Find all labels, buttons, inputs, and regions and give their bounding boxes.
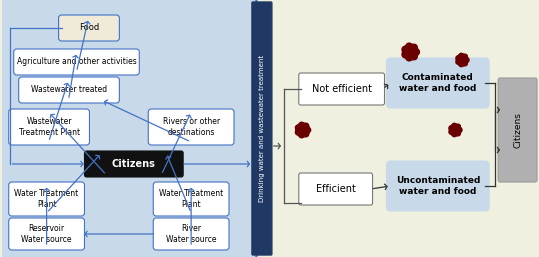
Circle shape (458, 128, 462, 132)
Circle shape (463, 54, 467, 59)
Text: Water Treatment
Plant: Water Treatment Plant (15, 189, 79, 209)
Text: Food: Food (79, 23, 99, 32)
Text: Citizens: Citizens (112, 159, 156, 169)
Circle shape (452, 132, 457, 137)
Circle shape (403, 44, 418, 60)
Circle shape (452, 123, 457, 128)
FancyBboxPatch shape (59, 15, 119, 41)
Circle shape (402, 52, 408, 58)
FancyBboxPatch shape (252, 2, 272, 255)
FancyBboxPatch shape (85, 151, 183, 177)
Text: Uncontaminated
water and food: Uncontaminated water and food (396, 176, 480, 196)
Circle shape (456, 60, 460, 64)
FancyBboxPatch shape (299, 173, 372, 205)
Text: Efficient: Efficient (316, 184, 356, 194)
FancyBboxPatch shape (19, 77, 119, 103)
Circle shape (413, 49, 419, 55)
Circle shape (449, 126, 453, 130)
Text: Citizens: Citizens (513, 112, 522, 148)
Circle shape (456, 56, 460, 60)
FancyBboxPatch shape (153, 182, 229, 216)
Text: Contaminated
water and food: Contaminated water and food (399, 73, 476, 93)
FancyBboxPatch shape (9, 218, 85, 250)
Circle shape (450, 124, 461, 136)
Circle shape (306, 127, 310, 133)
Text: Rivers or other
destinations: Rivers or other destinations (163, 117, 220, 137)
Text: Wastewater
Treatment Plant: Wastewater Treatment Plant (18, 117, 80, 137)
Circle shape (303, 131, 309, 137)
Circle shape (456, 131, 460, 136)
Text: River
Water source: River Water source (166, 224, 216, 244)
FancyBboxPatch shape (13, 49, 139, 75)
FancyBboxPatch shape (153, 218, 229, 250)
Circle shape (296, 123, 310, 137)
Circle shape (295, 125, 301, 130)
Circle shape (456, 124, 460, 129)
FancyBboxPatch shape (498, 78, 537, 182)
FancyBboxPatch shape (148, 109, 234, 145)
Text: Water Treatment
Plant: Water Treatment Plant (159, 189, 223, 209)
Circle shape (465, 58, 469, 62)
Circle shape (457, 54, 468, 66)
FancyBboxPatch shape (386, 58, 489, 108)
Circle shape (299, 122, 304, 127)
FancyBboxPatch shape (9, 109, 89, 145)
Circle shape (406, 55, 412, 61)
Circle shape (459, 53, 464, 58)
Text: Wastewater treated: Wastewater treated (31, 86, 107, 95)
FancyBboxPatch shape (386, 161, 489, 211)
Text: Reservoir
Water source: Reservoir Water source (22, 224, 72, 244)
FancyBboxPatch shape (0, 0, 257, 257)
Circle shape (411, 54, 417, 60)
Circle shape (449, 130, 453, 134)
FancyBboxPatch shape (299, 73, 384, 105)
Text: Not efficient: Not efficient (312, 84, 372, 94)
Circle shape (463, 61, 467, 66)
Circle shape (411, 44, 417, 50)
Circle shape (295, 130, 301, 135)
Circle shape (406, 43, 412, 49)
FancyBboxPatch shape (9, 182, 85, 216)
Circle shape (303, 123, 309, 128)
Circle shape (402, 46, 408, 52)
Circle shape (299, 132, 304, 138)
Circle shape (459, 62, 464, 67)
Text: Drinking water and wastewater treatment: Drinking water and wastewater treatment (259, 55, 265, 202)
Text: Agriculture and other activities: Agriculture and other activities (17, 58, 136, 67)
